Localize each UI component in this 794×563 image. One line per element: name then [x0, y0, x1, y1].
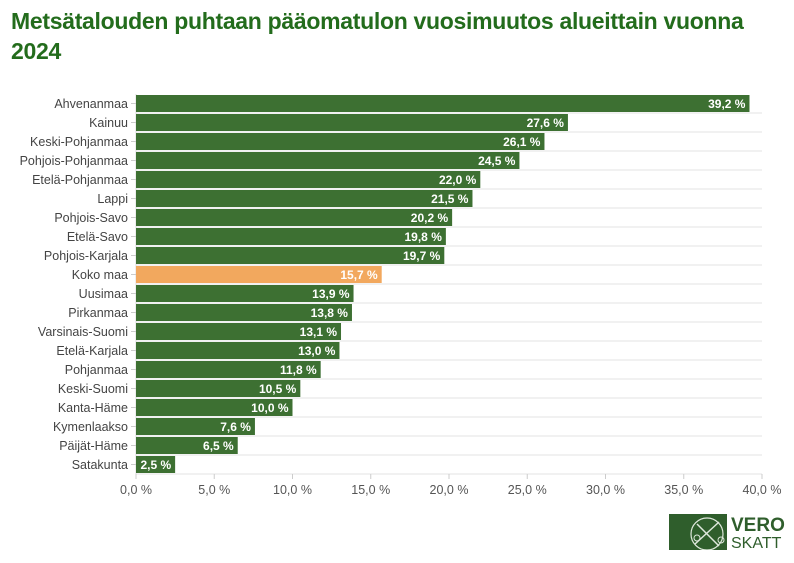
- category-label: Etelä-Karjala: [56, 344, 128, 358]
- bar: [136, 304, 352, 321]
- bar: [136, 266, 382, 283]
- x-tick-label: 5,0 %: [198, 483, 230, 497]
- bar: [136, 437, 238, 454]
- data-label: 39,2 %: [708, 97, 746, 111]
- data-label: 20,2 %: [411, 211, 449, 225]
- data-label: 10,5 %: [259, 382, 297, 396]
- x-tick-label: 20,0 %: [430, 483, 469, 497]
- category-label: Päijät-Häme: [59, 439, 128, 453]
- bar: [136, 209, 453, 226]
- data-label: 19,7 %: [403, 249, 441, 263]
- data-label: 24,5 %: [478, 154, 516, 168]
- category-label: Pohjanmaa: [65, 363, 128, 377]
- bar: [136, 190, 473, 207]
- bar: [136, 114, 568, 131]
- data-label: 11,8 %: [280, 363, 317, 377]
- bar: [136, 361, 321, 378]
- category-label: Keski-Suomi: [58, 382, 128, 396]
- bar: [136, 418, 255, 435]
- data-label: 19,8 %: [405, 230, 443, 244]
- data-label: 2,5 %: [140, 458, 171, 472]
- bar: [136, 228, 446, 245]
- bar: [136, 133, 545, 150]
- category-label: Pohjois-Savo: [54, 211, 128, 225]
- bar: [136, 171, 481, 188]
- data-label: 15,7 %: [340, 268, 378, 282]
- bar: [136, 380, 301, 397]
- category-label: Kymenlaakso: [53, 420, 128, 434]
- bar: [136, 456, 176, 473]
- chart-title: Metsätalouden puhtaan pääomatulon vuosim…: [11, 8, 744, 64]
- data-label: 27,6 %: [527, 116, 565, 130]
- x-tick-label: 15,0 %: [351, 483, 390, 497]
- category-label: Kanta-Häme: [58, 401, 128, 415]
- data-label: 6,5 %: [203, 439, 234, 453]
- bar: [136, 285, 354, 302]
- category-label: Koko maa: [72, 268, 128, 282]
- bar: [136, 399, 293, 416]
- bar: [136, 95, 750, 112]
- category-label: Pirkanmaa: [68, 306, 128, 320]
- x-tick-label: 40,0 %: [743, 483, 782, 497]
- category-label: Kainuu: [89, 116, 128, 130]
- data-label: 13,1 %: [300, 325, 338, 339]
- category-label: Varsinais-Suomi: [38, 325, 128, 339]
- logo-line1: VERO: [731, 515, 785, 536]
- data-label: 10,0 %: [251, 401, 289, 415]
- data-label: 7,6 %: [220, 420, 251, 434]
- category-label: Etelä-Pohjanmaa: [32, 173, 128, 187]
- x-tick-label: 10,0 %: [273, 483, 312, 497]
- data-label: 13,9 %: [312, 287, 350, 301]
- x-tick-label: 35,0 %: [664, 483, 703, 497]
- data-label: 21,5 %: [431, 192, 469, 206]
- bar: [136, 323, 342, 340]
- data-label: 13,8 %: [311, 306, 349, 320]
- data-label: 22,0 %: [439, 173, 477, 187]
- x-tick-label: 30,0 %: [586, 483, 625, 497]
- data-label: 26,1 %: [503, 135, 541, 149]
- category-label: Etelä-Savo: [67, 230, 128, 244]
- bar: [136, 152, 520, 169]
- category-label: Keski-Pohjanmaa: [30, 135, 128, 149]
- x-tick-label: 25,0 %: [508, 483, 547, 497]
- category-label: Ahvenanmaa: [54, 97, 128, 111]
- category-label: Satakunta: [72, 458, 128, 472]
- bar: [136, 247, 445, 264]
- bar: [136, 342, 340, 359]
- category-label: Uusimaa: [79, 287, 128, 301]
- data-label: 13,0 %: [298, 344, 336, 358]
- x-tick-label: 0,0 %: [120, 483, 152, 497]
- category-label: Lappi: [97, 192, 128, 206]
- category-label: Pohjois-Karjala: [44, 249, 128, 263]
- category-label: Pohjois-Pohjanmaa: [20, 154, 128, 168]
- vero-skatt-logo: VERO SKATT: [669, 514, 785, 550]
- logo-line2: SKATT: [731, 535, 782, 550]
